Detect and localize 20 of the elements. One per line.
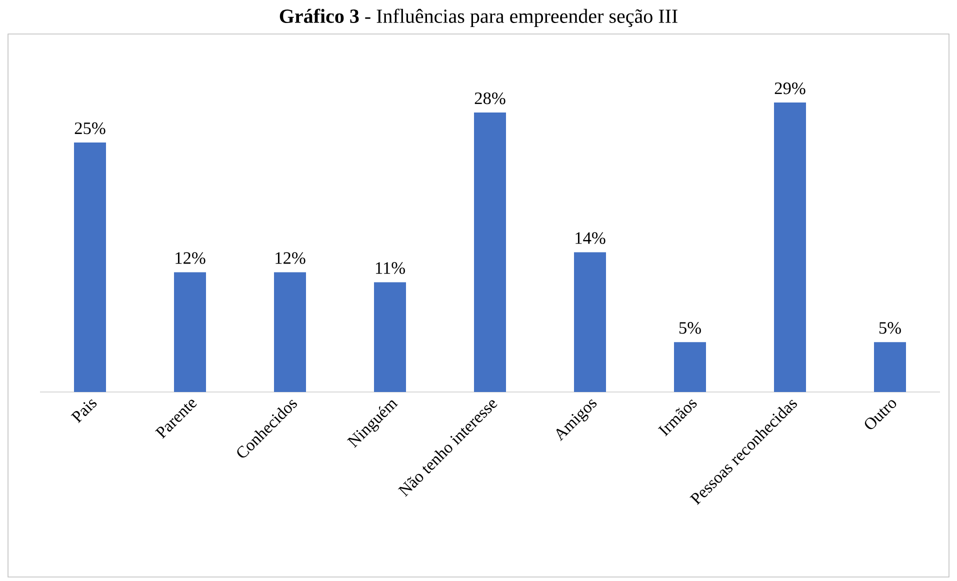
x-tick-label: Pais xyxy=(70,399,97,424)
data-label: 12% xyxy=(176,252,206,264)
data-label: 11% xyxy=(376,262,405,274)
bar xyxy=(174,272,206,392)
data-label: 29% xyxy=(774,82,806,94)
data-label: 14% xyxy=(576,232,606,244)
data-label: 5% xyxy=(879,322,901,334)
bar xyxy=(374,282,406,392)
bar xyxy=(74,142,106,392)
data-label: 28% xyxy=(474,92,506,104)
bar xyxy=(774,102,806,392)
bar xyxy=(474,112,506,392)
chart-title: Gráfico 3 - Influências para empreender seção III xyxy=(280,8,678,28)
data-label: 5% xyxy=(679,322,701,334)
bar xyxy=(674,342,706,392)
bar xyxy=(574,252,606,392)
bar xyxy=(874,342,906,392)
data-label: 12% xyxy=(276,252,306,264)
bar xyxy=(274,272,306,392)
data-label: 25% xyxy=(74,122,106,134)
